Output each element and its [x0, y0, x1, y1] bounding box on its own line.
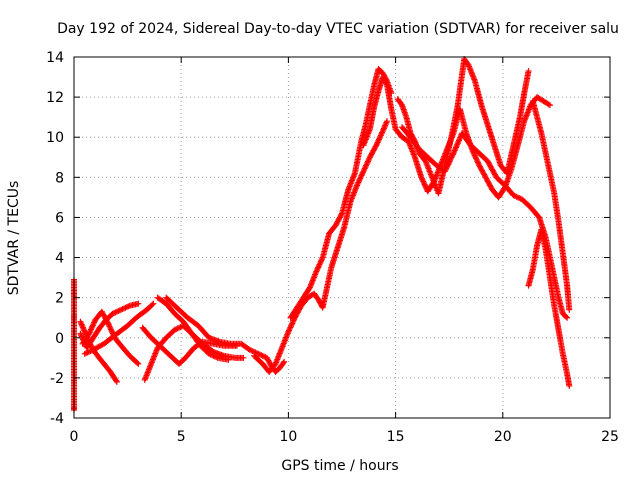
series-track-g [154, 294, 232, 363]
chart-title: Day 192 of 2024, Sidereal Day-to-day VTE… [57, 21, 619, 37]
x-axis-label: GPS time / hours [281, 458, 398, 474]
data-point [564, 314, 571, 321]
data-point [525, 68, 532, 75]
data-point [443, 165, 450, 172]
data-point [446, 158, 453, 165]
series-track-l [394, 56, 532, 197]
series-track-k [360, 74, 553, 201]
series-track-b [77, 300, 142, 351]
data-point [563, 313, 570, 320]
data-point [449, 151, 456, 158]
data-point [445, 159, 452, 166]
data-point [545, 101, 552, 108]
data-point [384, 118, 391, 125]
data-point [225, 356, 232, 363]
data-point [306, 285, 313, 292]
data-point [113, 378, 120, 385]
axis-ticks: 0 5 10 15 20 25 -4 -2 0 2 4 6 8 10 12 14 [46, 50, 619, 445]
x-tick-label: 5 [177, 429, 186, 445]
data-point [134, 359, 141, 366]
data-point [566, 306, 573, 313]
data-point [449, 153, 456, 160]
data-point [398, 100, 405, 107]
data-point [150, 300, 157, 307]
data-point [546, 102, 553, 109]
y-axis-label: SDTVAR / TECUs [6, 181, 22, 296]
series-track-j [287, 66, 395, 321]
data-point [280, 360, 287, 367]
data-point [444, 162, 451, 169]
data-point [104, 319, 111, 326]
x-tick-label: 25 [601, 429, 619, 445]
x-tick-label: 20 [494, 429, 512, 445]
data-point [338, 211, 345, 218]
y-tick-label: -4 [50, 411, 64, 427]
y-tick-label: 4 [55, 251, 64, 267]
data-point [441, 168, 448, 175]
y-tick-label: 10 [46, 130, 64, 146]
data-point [135, 300, 142, 307]
series-track-e [141, 322, 247, 383]
data-point [113, 377, 120, 384]
x-tick-label: 10 [279, 429, 297, 445]
data-point [135, 360, 142, 367]
data-point [447, 157, 454, 164]
data-series [71, 56, 573, 413]
series-track-n [525, 226, 573, 389]
data-point [443, 164, 450, 171]
data-point [442, 166, 449, 173]
data-point [566, 382, 573, 389]
y-tick-label: -2 [50, 371, 64, 387]
data-point [149, 301, 156, 308]
y-tick-label: 8 [55, 170, 64, 186]
series-track-d [81, 300, 157, 357]
y-tick-label: 0 [55, 331, 64, 347]
series-track-c [79, 308, 142, 367]
x-tick-label: 0 [70, 429, 79, 445]
y-tick-label: 14 [46, 50, 64, 66]
y-tick-label: 12 [46, 90, 64, 106]
data-point [372, 143, 379, 150]
data-point [447, 155, 454, 162]
x-tick-label: 15 [387, 429, 405, 445]
series-track-i [251, 118, 391, 375]
plot-frame [73, 56, 611, 419]
data-point [445, 161, 452, 168]
data-point [281, 358, 288, 365]
data-point [448, 154, 455, 161]
data-point [240, 354, 247, 361]
y-tick-label: 6 [55, 210, 64, 226]
y-tick-label: 2 [55, 291, 64, 307]
series-track-o [529, 98, 573, 313]
data-point [383, 80, 390, 87]
